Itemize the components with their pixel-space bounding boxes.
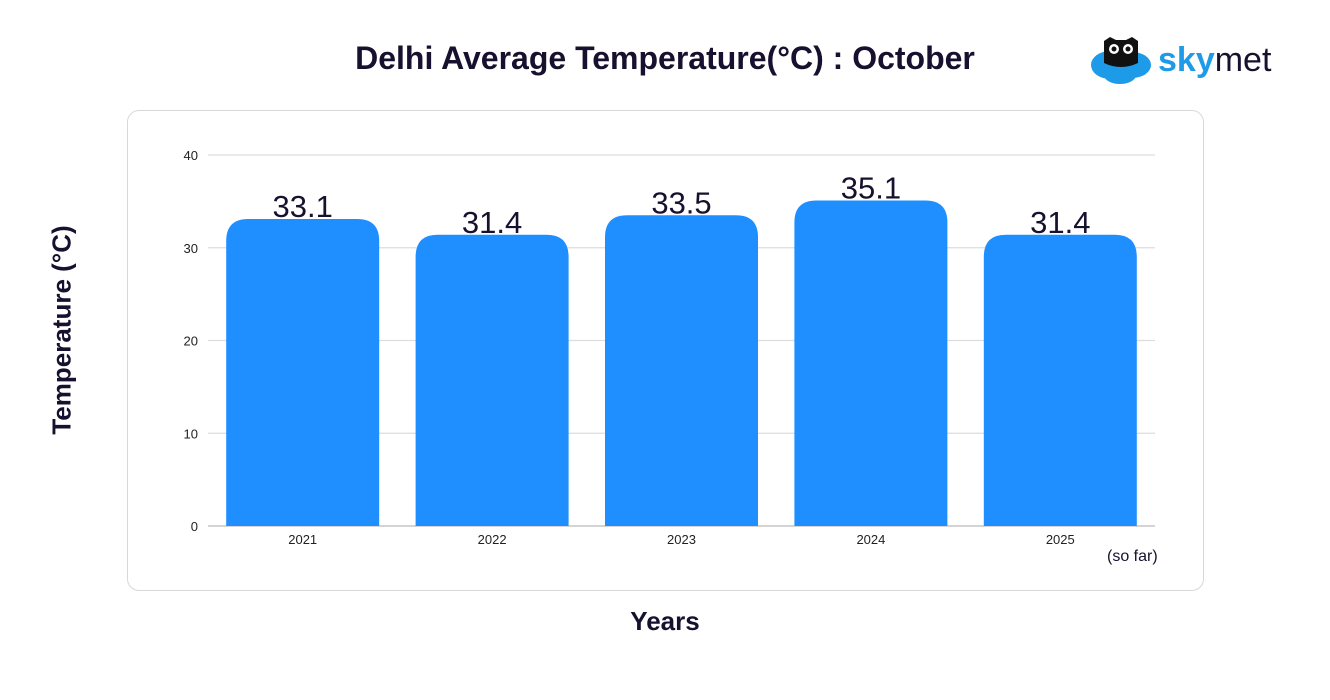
x-axis-label: Years	[630, 606, 700, 636]
bar	[226, 218, 380, 526]
y-tick-label: 0	[191, 519, 198, 534]
data-label: 31.4	[462, 205, 522, 240]
bar	[605, 215, 758, 526]
x-tick-label: 2022	[478, 532, 507, 547]
data-label: 31.4	[1030, 205, 1090, 240]
owl-cloud-icon	[1091, 37, 1151, 84]
x-tick-label: 2023	[667, 532, 696, 547]
y-tick-label: 10	[184, 426, 198, 441]
data-label: 33.5	[651, 185, 711, 220]
skymet-logo: skymet	[1090, 35, 1271, 85]
y-tick-label: 30	[184, 241, 198, 256]
bar	[794, 200, 948, 526]
bar	[415, 234, 569, 526]
logo-text: skymet	[1158, 40, 1272, 79]
bar	[983, 234, 1137, 526]
chart-title: Delhi Average Temperature(°C) : October	[355, 40, 975, 76]
data-label: 33.1	[273, 189, 333, 224]
data-label: 35.1	[841, 170, 901, 205]
chart-panel	[127, 110, 1204, 591]
x-tick-label: 2024	[856, 532, 885, 547]
annotation-so-far: (so far)	[1107, 548, 1158, 565]
x-tick-label: 2025	[1046, 532, 1075, 547]
y-tick-label: 40	[184, 148, 198, 163]
x-tick-label: 2021	[288, 532, 317, 547]
y-tick-label: 20	[184, 334, 198, 349]
